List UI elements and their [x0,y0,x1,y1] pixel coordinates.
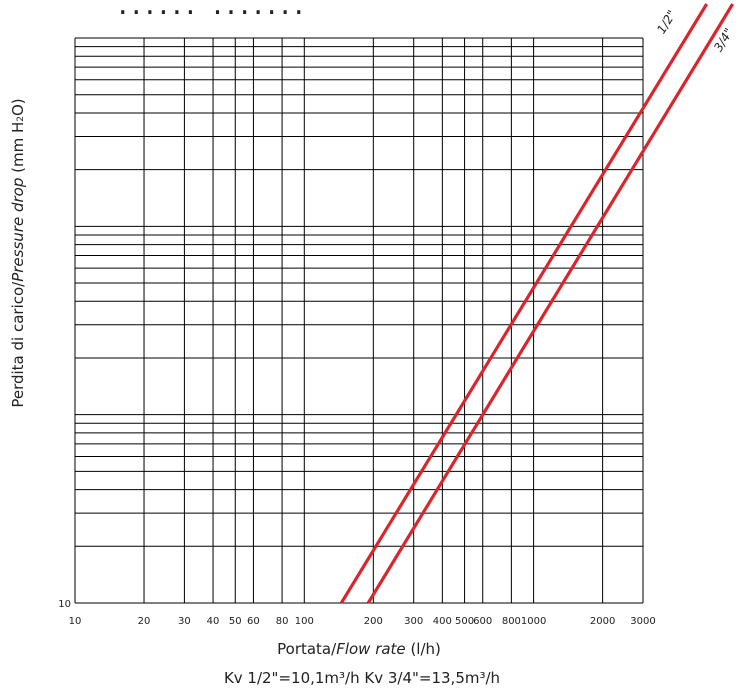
x-axis-title: Portata/Flow rate (l/h) [277,640,441,658]
x-tick-label: 500 [455,616,474,627]
series-line [366,150,645,604]
x-tick-label: 100 [295,616,314,627]
x-tick-labels: 10 20 30 40 50 60 80 100 200 300 400 500 600 800 1000 2… [69,616,656,627]
x-tick-label: 1000 [521,616,546,627]
x-axis-title-italic: Flow rate [336,640,405,658]
horizontal-gridlines [75,37,643,604]
series-line [339,108,645,604]
x-tick-label: 2000 [590,616,615,627]
x-tick-label: 80 [276,616,289,627]
series-labels: 1/2" 3/4" [654,8,736,55]
series-label: 3/4" [711,26,736,55]
series-lines [339,3,735,604]
x-tick-label: 10 [69,616,82,627]
chart-header-fragment: ...... ....... [118,0,308,22]
series-line-extension [641,3,735,153]
x-axis-title-main: Portata/ [277,640,337,658]
x-tick-label: 600 [473,616,492,627]
x-tick-label: 50 [229,616,242,627]
x-tick-label: 400 [433,616,452,627]
y-axis-title-end: O) [9,98,27,116]
y-tick-label: 10 [58,599,71,610]
y-axis-title-unit: (mm H [9,122,27,178]
x-tick-label: 200 [364,616,383,627]
series-label: 1/2" [654,8,679,36]
kv-label: Kv 1/2"=10,1m³/h Kv 3/4"=13,5m³/h [224,669,500,687]
x-tick-label: 300 [404,616,423,627]
y-axis-title-italic: Pressure drop [9,178,27,282]
series-line-extension [641,3,709,110]
y-tick-labels: 10 [58,599,71,610]
x-tick-label: 20 [138,616,151,627]
x-axis-title-unit: (l/h) [406,640,441,658]
y-axis-title-main: Perdita di carico/ [9,281,27,408]
x-tick-label: 800 [502,616,521,627]
vertical-gridlines [74,38,644,603]
x-tick-label: 60 [247,616,260,627]
x-tick-label: 40 [207,616,220,627]
y-axis-title: Perdita di carico/Pressure drop (mm H2O) [9,98,27,407]
x-tick-label: 3000 [630,616,655,627]
y-axis-title-subscript: 2 [16,116,26,122]
x-tick-label: 30 [178,616,191,627]
